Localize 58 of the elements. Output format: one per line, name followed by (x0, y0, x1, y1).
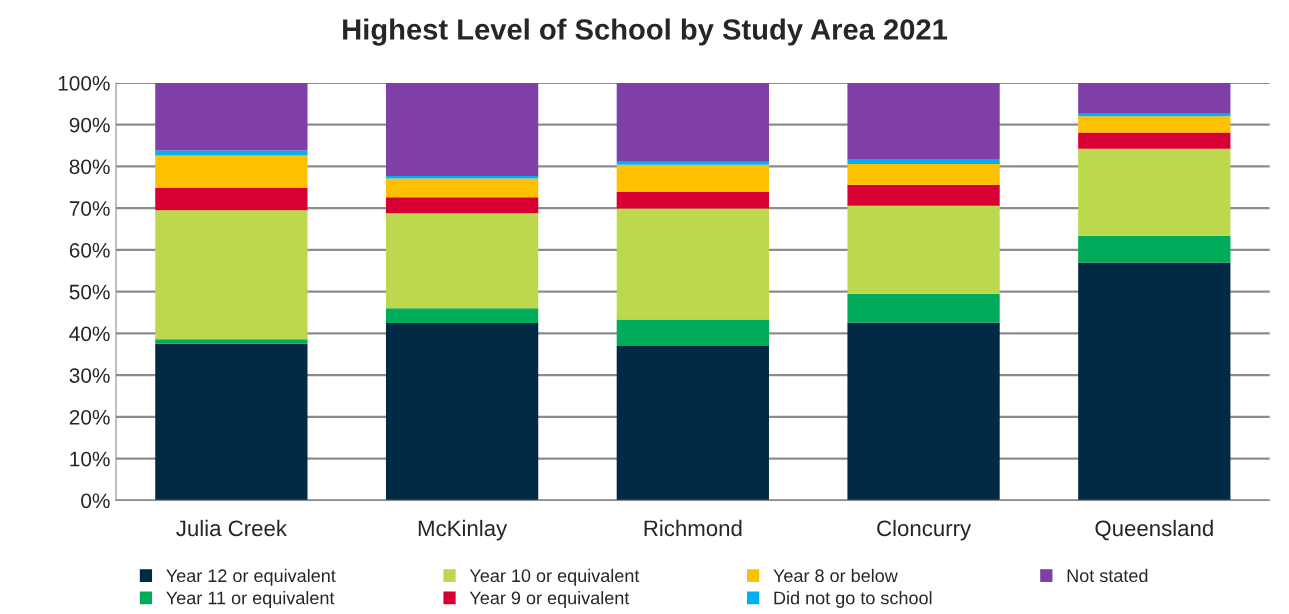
bar (616, 208, 769, 320)
bar (155, 210, 308, 340)
bar (155, 82, 308, 151)
y-tick-label: 10% (70, 451, 110, 467)
y-tick-label: 50% (69, 284, 110, 300)
bar (385, 197, 539, 214)
bar (616, 345, 769, 501)
bar (616, 164, 769, 192)
y-tick-label: 40% (69, 326, 110, 342)
legend-label: Year 8 or below (773, 568, 898, 583)
bar (385, 82, 539, 176)
bar (1078, 132, 1231, 149)
bar (385, 176, 539, 179)
x-tick-label: McKinlay (418, 519, 508, 541)
legend-label: Not stated (1067, 568, 1148, 583)
bar (155, 155, 308, 189)
bar (616, 191, 769, 209)
legend-label: Year 12 or equivalent (166, 568, 336, 586)
y-tick-label: 0% (81, 493, 110, 509)
bar (847, 184, 1000, 206)
bar (1078, 82, 1231, 114)
x-tick-label: Cloncurry (877, 519, 972, 541)
y-tick-label: 20% (69, 409, 110, 425)
bar (847, 163, 1000, 185)
y-tick-label: 70% (69, 201, 110, 216)
y-tick-label: 100% (58, 75, 110, 91)
x-tick-label: Queensland (1095, 519, 1213, 541)
legend-label: Year 9 or equivalent (469, 591, 630, 608)
bar (847, 159, 1000, 164)
bar (847, 322, 1000, 501)
bar (385, 322, 539, 501)
bar (155, 188, 308, 211)
bar (616, 319, 769, 346)
bar (385, 213, 539, 309)
bar (1078, 235, 1231, 263)
bar (155, 339, 308, 344)
legend-label: Did not go to school (774, 591, 932, 608)
bar (847, 293, 1000, 323)
chart-title: Highest Level of School by Study Area 2021 (343, 18, 948, 46)
y-tick-label: 90% (69, 117, 110, 133)
bar (1078, 148, 1231, 236)
bar (385, 178, 539, 198)
bar (155, 343, 308, 501)
legend-label: Year 11 or equivalent (166, 591, 335, 608)
y-tick-label: 80% (69, 159, 110, 175)
bar (616, 161, 769, 165)
bar (847, 205, 1000, 294)
bar (1078, 262, 1231, 501)
bar (385, 308, 539, 323)
y-tick-label: 60% (69, 242, 110, 258)
x-tick-label: Julia Creek (176, 519, 287, 537)
y-tick-label: 30% (69, 368, 110, 383)
x-tick-label: Richmond (644, 519, 742, 537)
bar (847, 82, 1000, 160)
bar (155, 150, 308, 156)
legend-label: Year 10 or equivalent (469, 568, 640, 586)
bar (1078, 116, 1231, 133)
bar (616, 82, 769, 162)
